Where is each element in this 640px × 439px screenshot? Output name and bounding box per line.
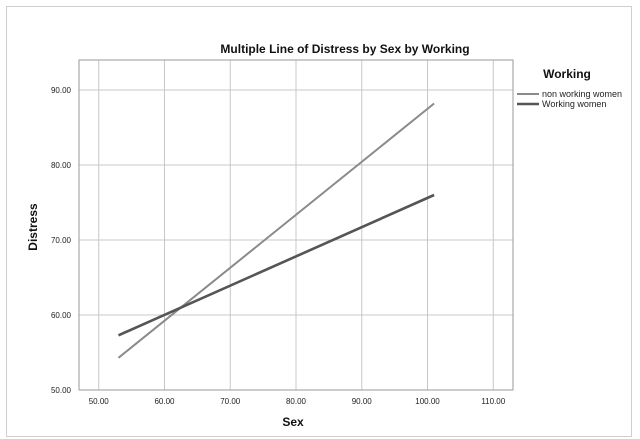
x-tick-label: 50.00 — [89, 397, 110, 406]
legend-label: non working women — [542, 89, 622, 99]
tick-labels: 50.00 60.00 70.00 80.00 90.00 100.00 110.00 50.… — [51, 86, 506, 406]
chart-title: Multiple Line of Distress by Sex by Work… — [220, 42, 469, 56]
x-tick-label: 100.00 — [415, 397, 440, 406]
x-tick-label: 70.00 — [220, 397, 241, 406]
x-tick-label: 110.00 — [481, 397, 505, 406]
x-axis-title: Sex — [282, 415, 304, 429]
legend-label: Working women — [542, 99, 606, 109]
grid-layer — [79, 60, 513, 391]
x-tick-label: 60.00 — [154, 397, 175, 406]
series-line-non-working-women — [117, 102, 435, 359]
plot-area-border — [78, 59, 514, 391]
y-tick-label: 50.00 — [51, 386, 72, 395]
line-chart: Multiple Line of Distress by Sex by Work… — [26, 42, 622, 429]
y-tick-label: 60.00 — [51, 311, 72, 320]
y-tick-label: 90.00 — [51, 86, 72, 95]
y-tick-label: 70.00 — [51, 236, 72, 245]
y-axis-title: Distress — [26, 203, 40, 251]
series-layer — [117, 102, 435, 359]
x-tick-label: 90.00 — [352, 397, 373, 406]
x-tick-label: 80.00 — [286, 397, 307, 406]
legend-title: Working — [543, 67, 591, 81]
chart-frame: Multiple Line of Distress by Sex by Work… — [6, 6, 632, 437]
y-tick-label: 80.00 — [51, 161, 72, 170]
series-line-working-women — [117, 193, 435, 337]
